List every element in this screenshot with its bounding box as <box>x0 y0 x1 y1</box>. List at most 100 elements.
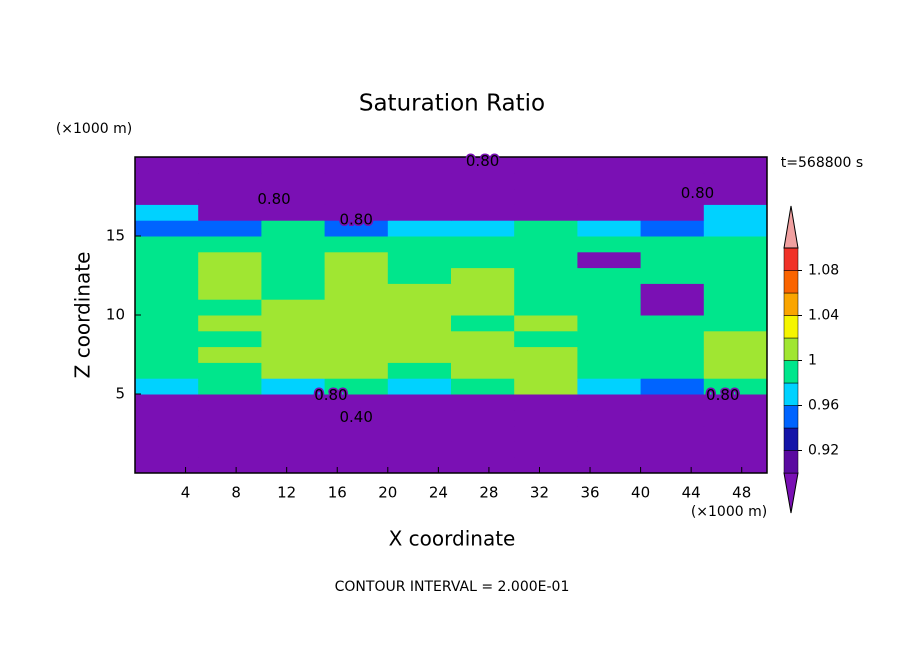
field-cell <box>387 330 452 348</box>
field-cell <box>324 157 389 174</box>
field-cell <box>324 346 389 363</box>
field-cell <box>514 204 578 221</box>
field-cell <box>703 251 768 269</box>
field-cell <box>324 236 389 253</box>
field-cell <box>703 283 768 300</box>
field-cell <box>577 425 642 442</box>
field-cell <box>135 346 199 363</box>
field-cell <box>135 378 199 395</box>
field-cell <box>451 441 515 458</box>
field-cell <box>198 441 262 458</box>
field-cell <box>514 172 578 190</box>
contour-label: 0.80 <box>314 386 347 404</box>
field-cell <box>198 251 262 269</box>
field-cell <box>703 330 768 348</box>
field-cell <box>703 409 768 427</box>
field-cell <box>198 409 262 427</box>
x-unit: (×1000 m) <box>691 504 767 520</box>
field-cell <box>387 346 452 363</box>
x-tick-label: 12 <box>277 484 296 502</box>
field-cell <box>703 441 768 458</box>
field-cell <box>577 157 642 174</box>
field-cell <box>514 157 578 174</box>
field-cell <box>451 220 515 237</box>
colorbar-tick-label: 0.92 <box>808 443 839 459</box>
field-cell <box>703 188 768 205</box>
field-cell <box>577 378 642 395</box>
contour-label: 0.80 <box>466 152 499 170</box>
field-cell <box>640 346 705 363</box>
field-cell <box>703 346 768 363</box>
field-cell <box>577 188 642 205</box>
field-cell <box>324 220 389 237</box>
field-cell <box>703 172 768 190</box>
field-cell <box>640 409 705 427</box>
field-cell <box>514 362 578 379</box>
colorbar-tick-label: 1 <box>808 353 817 369</box>
field-cell <box>198 157 262 174</box>
field-cell <box>514 283 578 300</box>
x-tick-label: 20 <box>378 484 397 502</box>
colorbar-box <box>783 292 799 316</box>
field-cell <box>135 394 199 411</box>
field-cell <box>387 157 452 174</box>
field-cell <box>577 172 642 190</box>
field-cell <box>135 441 199 458</box>
field-cell <box>135 362 199 379</box>
field-cell <box>577 236 642 253</box>
field-cell <box>261 204 326 221</box>
field-cell <box>387 188 452 205</box>
field-cell <box>135 251 199 269</box>
field-cell <box>514 394 578 411</box>
colorbar-box <box>783 405 799 429</box>
field-cell <box>451 172 515 190</box>
field-cell <box>387 220 452 237</box>
x-tick-label: 24 <box>429 484 448 502</box>
field-cell <box>451 204 515 221</box>
field-cell <box>703 425 768 442</box>
colorbar-tick-label: 1.04 <box>808 308 839 324</box>
footer-note: CONTOUR INTERVAL = 2.000E-01 <box>335 579 570 595</box>
field-cell <box>514 346 578 363</box>
field-cell <box>261 315 326 332</box>
field-cell <box>324 457 389 474</box>
field-cell <box>261 394 326 411</box>
field-cell <box>261 299 326 316</box>
x-axis-title: X coordinate <box>389 527 516 551</box>
field-cell <box>451 409 515 427</box>
colorbar-box <box>783 360 799 384</box>
field-cell <box>514 299 578 316</box>
field-cell <box>577 299 642 316</box>
colorbar-box <box>783 315 799 339</box>
field-cell <box>451 236 515 253</box>
field-cell <box>640 441 705 458</box>
x-tick-label: 16 <box>328 484 347 502</box>
field-cell <box>387 283 452 300</box>
field-cell <box>703 378 768 395</box>
x-tick-label: 8 <box>231 484 241 502</box>
field-cell <box>261 457 326 474</box>
x-tick-label: 36 <box>580 484 599 502</box>
field-cell <box>387 378 452 395</box>
y-unit: (×1000 m) <box>56 121 132 137</box>
contour-label: 0.80 <box>681 184 714 202</box>
field-cell <box>451 362 515 379</box>
field-cell <box>640 425 705 442</box>
contour-label: 0.40 <box>339 408 372 426</box>
field-cell <box>324 330 389 348</box>
field-cell <box>640 188 705 205</box>
field-cell <box>703 457 768 474</box>
field-cell <box>135 283 199 300</box>
field-cell <box>324 283 389 300</box>
chart-title: Saturation Ratio <box>359 91 545 117</box>
field-cell <box>261 441 326 458</box>
field-cell <box>324 315 389 332</box>
field-cell <box>387 362 452 379</box>
field-cell <box>703 299 768 316</box>
colorbar-over <box>783 205 799 249</box>
field-cell <box>198 315 262 332</box>
field-cell <box>198 220 262 237</box>
field-cell <box>324 409 389 427</box>
field-cell <box>135 188 199 205</box>
